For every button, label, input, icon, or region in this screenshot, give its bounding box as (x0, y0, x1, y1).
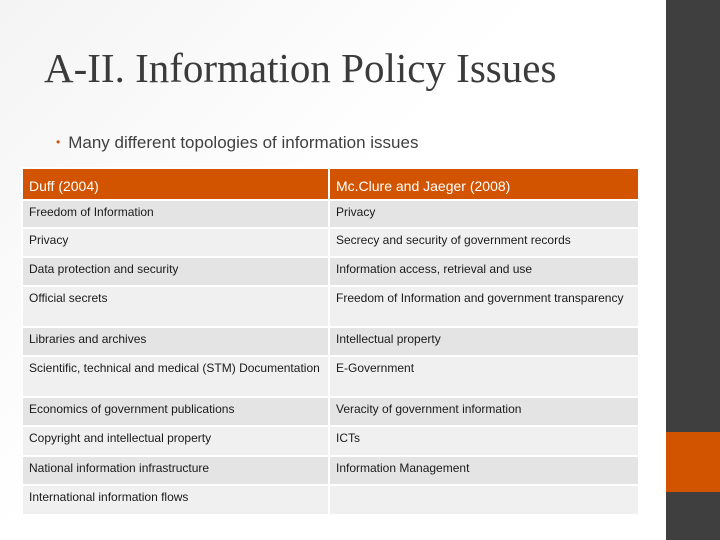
cell-duff: National information infrastructure (21, 455, 330, 486)
cell-mcclure-jaeger: Information Management (328, 455, 640, 486)
cell-mcclure-jaeger: Veracity of government information (328, 396, 640, 427)
table-body: Freedom of Information Privacy Privacy Secr… (21, 199, 640, 516)
table-header-row: Duff (2004) Mc.Clure and Jaeger (2008) (21, 167, 640, 201)
cell-mcclure-jaeger: Freedom of Information and government tr… (328, 285, 640, 328)
table-row: Privacy Secrecy and security of governmen… (21, 227, 640, 258)
table-row: Freedom of Information Privacy (21, 199, 640, 229)
bullet-item: • Many different topologies of informatio… (56, 133, 418, 153)
cell-duff: Economics of government publications (21, 396, 330, 427)
header-duff: Duff (2004) (21, 167, 330, 201)
table-row: Copyright and intellectual property ICTs (21, 425, 640, 457)
cell-duff: Libraries and archives (21, 326, 330, 357)
cell-mcclure-jaeger: Secrecy and security of government recor… (328, 227, 640, 258)
side-accent-block (666, 432, 720, 492)
cell-mcclure-jaeger: E-Government (328, 355, 640, 398)
cell-mcclure-jaeger: Information access, retrieval and use (328, 256, 640, 287)
table-row: Economics of government publications Vera… (21, 396, 640, 427)
cell-mcclure-jaeger (328, 484, 640, 516)
cell-mcclure-jaeger: Privacy (328, 199, 640, 229)
table-row: Official secrets Freedom of Information a… (21, 285, 640, 328)
table-row: Scientific, technical and medical (STM) … (21, 355, 640, 398)
topologies-table: Duff (2004) Mc.Clure and Jaeger (2008) F… (21, 167, 640, 516)
slide-title: A-II. Information Policy Issues (44, 45, 557, 91)
cell-duff: Copyright and intellectual property (21, 425, 330, 457)
bullet-dot-icon: • (56, 135, 61, 149)
header-mcclure-jaeger: Mc.Clure and Jaeger (2008) (328, 167, 640, 201)
table-row: Libraries and archives Intellectual prope… (21, 326, 640, 357)
cell-duff: Privacy (21, 227, 330, 258)
cell-mcclure-jaeger: ICTs (328, 425, 640, 457)
cell-duff: Scientific, technical and medical (STM) … (21, 355, 330, 398)
cell-duff: Official secrets (21, 285, 330, 328)
cell-duff: Freedom of Information (21, 199, 330, 229)
bullet-text: Many different topologies of information… (68, 133, 419, 152)
cell-duff: International information flows (21, 484, 330, 516)
cell-duff: Data protection and security (21, 256, 330, 287)
table-row: International information flows (21, 484, 640, 516)
table-row: National information infrastructure Infor… (21, 455, 640, 486)
cell-mcclure-jaeger: Intellectual property (328, 326, 640, 357)
table-row: Data protection and security Information … (21, 256, 640, 287)
